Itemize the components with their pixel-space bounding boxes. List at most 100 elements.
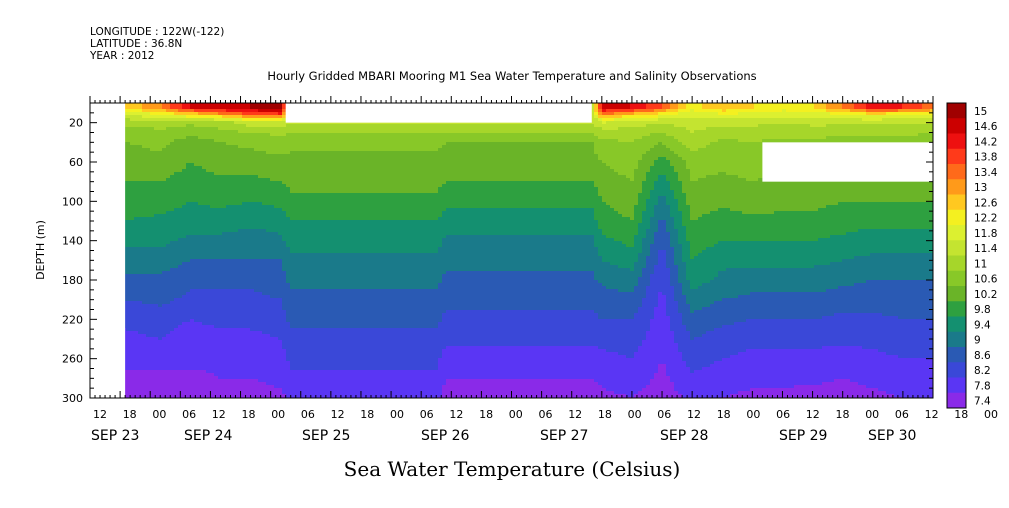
heat-cell	[130, 301, 134, 304]
heat-cell	[134, 307, 138, 310]
heat-cell	[262, 124, 266, 127]
heat-cell	[170, 160, 174, 163]
heat-cell	[242, 250, 246, 253]
heat-cell	[242, 316, 246, 319]
heat-cell	[262, 301, 266, 304]
heat-cell	[174, 169, 178, 172]
heat-cell	[142, 268, 146, 271]
heat-cell	[254, 352, 258, 355]
heat-cell	[250, 259, 254, 262]
heat-cell	[278, 346, 282, 349]
heat-cell	[250, 139, 254, 142]
heat-cell	[282, 208, 286, 211]
heat-cell	[170, 352, 174, 355]
heat-cell	[286, 358, 290, 361]
heat-cell	[146, 349, 150, 352]
heat-cell	[162, 292, 166, 295]
heat-cell	[150, 196, 154, 199]
heat-cell	[126, 346, 130, 349]
heat-cell	[278, 214, 282, 217]
heat-cell	[286, 274, 290, 277]
heat-cell	[126, 181, 130, 184]
heat-cell	[254, 184, 258, 187]
heat-cell	[194, 277, 198, 280]
heat-cell	[230, 166, 234, 169]
heat-cell	[246, 217, 250, 220]
heat-cell	[138, 325, 142, 328]
heat-cell	[230, 157, 234, 160]
heat-cell	[214, 391, 218, 394]
heat-cell	[134, 181, 138, 184]
heat-cell	[218, 190, 222, 193]
heat-cell	[222, 274, 226, 277]
heat-cell	[218, 214, 222, 217]
heat-cell	[134, 262, 138, 265]
heat-cell	[174, 253, 178, 256]
heat-cell	[150, 367, 154, 370]
heat-cell	[170, 196, 174, 199]
heat-cell	[258, 298, 262, 301]
heat-cell	[190, 256, 194, 259]
heat-cell	[178, 109, 182, 112]
heat-cell	[226, 253, 230, 256]
heat-cell	[202, 145, 206, 148]
heat-cell	[222, 385, 226, 388]
heat-cell	[190, 385, 194, 388]
heat-cell	[146, 184, 150, 187]
heat-cell	[126, 214, 130, 217]
heat-cell	[270, 265, 274, 268]
heat-cell	[214, 235, 218, 238]
heat-cell	[142, 331, 146, 334]
heat-cell	[138, 280, 142, 283]
heat-cell	[254, 295, 258, 298]
heat-cell	[230, 277, 234, 280]
heat-cell	[130, 205, 134, 208]
heat-cell	[246, 235, 250, 238]
heat-cell	[166, 184, 170, 187]
chart-title: Hourly Gridded MBARI Mooring M1 Sea Wate…	[267, 69, 756, 83]
heat-cell	[174, 394, 178, 397]
heat-cell	[234, 205, 238, 208]
heat-cell	[158, 148, 162, 151]
heat-cell	[162, 328, 166, 331]
heat-cell	[202, 217, 206, 220]
heat-cell	[130, 220, 134, 223]
heat-cell	[238, 235, 242, 238]
heat-cell	[130, 184, 134, 187]
heat-cell	[230, 271, 234, 274]
heat-cell	[174, 118, 178, 121]
heat-cell	[234, 394, 238, 397]
heat-cell	[134, 274, 138, 277]
heat-cell	[134, 337, 138, 340]
heat-cell	[266, 139, 270, 142]
heat-cell	[174, 283, 178, 286]
heat-cell	[242, 313, 246, 316]
heat-cell	[190, 115, 194, 118]
heat-cell	[254, 169, 258, 172]
heat-cell	[214, 271, 218, 274]
heat-cell	[254, 220, 258, 223]
heat-cell	[214, 322, 218, 325]
heat-cell	[182, 247, 186, 250]
heat-cell	[182, 178, 186, 181]
heat-cell	[218, 253, 222, 256]
heat-cell	[162, 391, 166, 394]
heat-cell	[162, 190, 166, 193]
heat-cell	[250, 292, 254, 295]
heat-cell	[206, 142, 210, 145]
heat-cell	[166, 169, 170, 172]
heat-cell	[142, 223, 146, 226]
heat-cell	[266, 214, 270, 217]
heat-cell	[258, 316, 262, 319]
heat-cell	[258, 127, 262, 130]
heat-cell	[242, 196, 246, 199]
heat-cell	[178, 310, 182, 313]
heat-cell	[202, 214, 206, 217]
heat-cell	[198, 217, 202, 220]
heat-cell	[286, 214, 290, 217]
heat-cell	[158, 328, 162, 331]
heat-cell	[142, 160, 146, 163]
heat-cell	[158, 274, 162, 277]
heat-cell	[174, 301, 178, 304]
heat-cell	[134, 211, 138, 214]
